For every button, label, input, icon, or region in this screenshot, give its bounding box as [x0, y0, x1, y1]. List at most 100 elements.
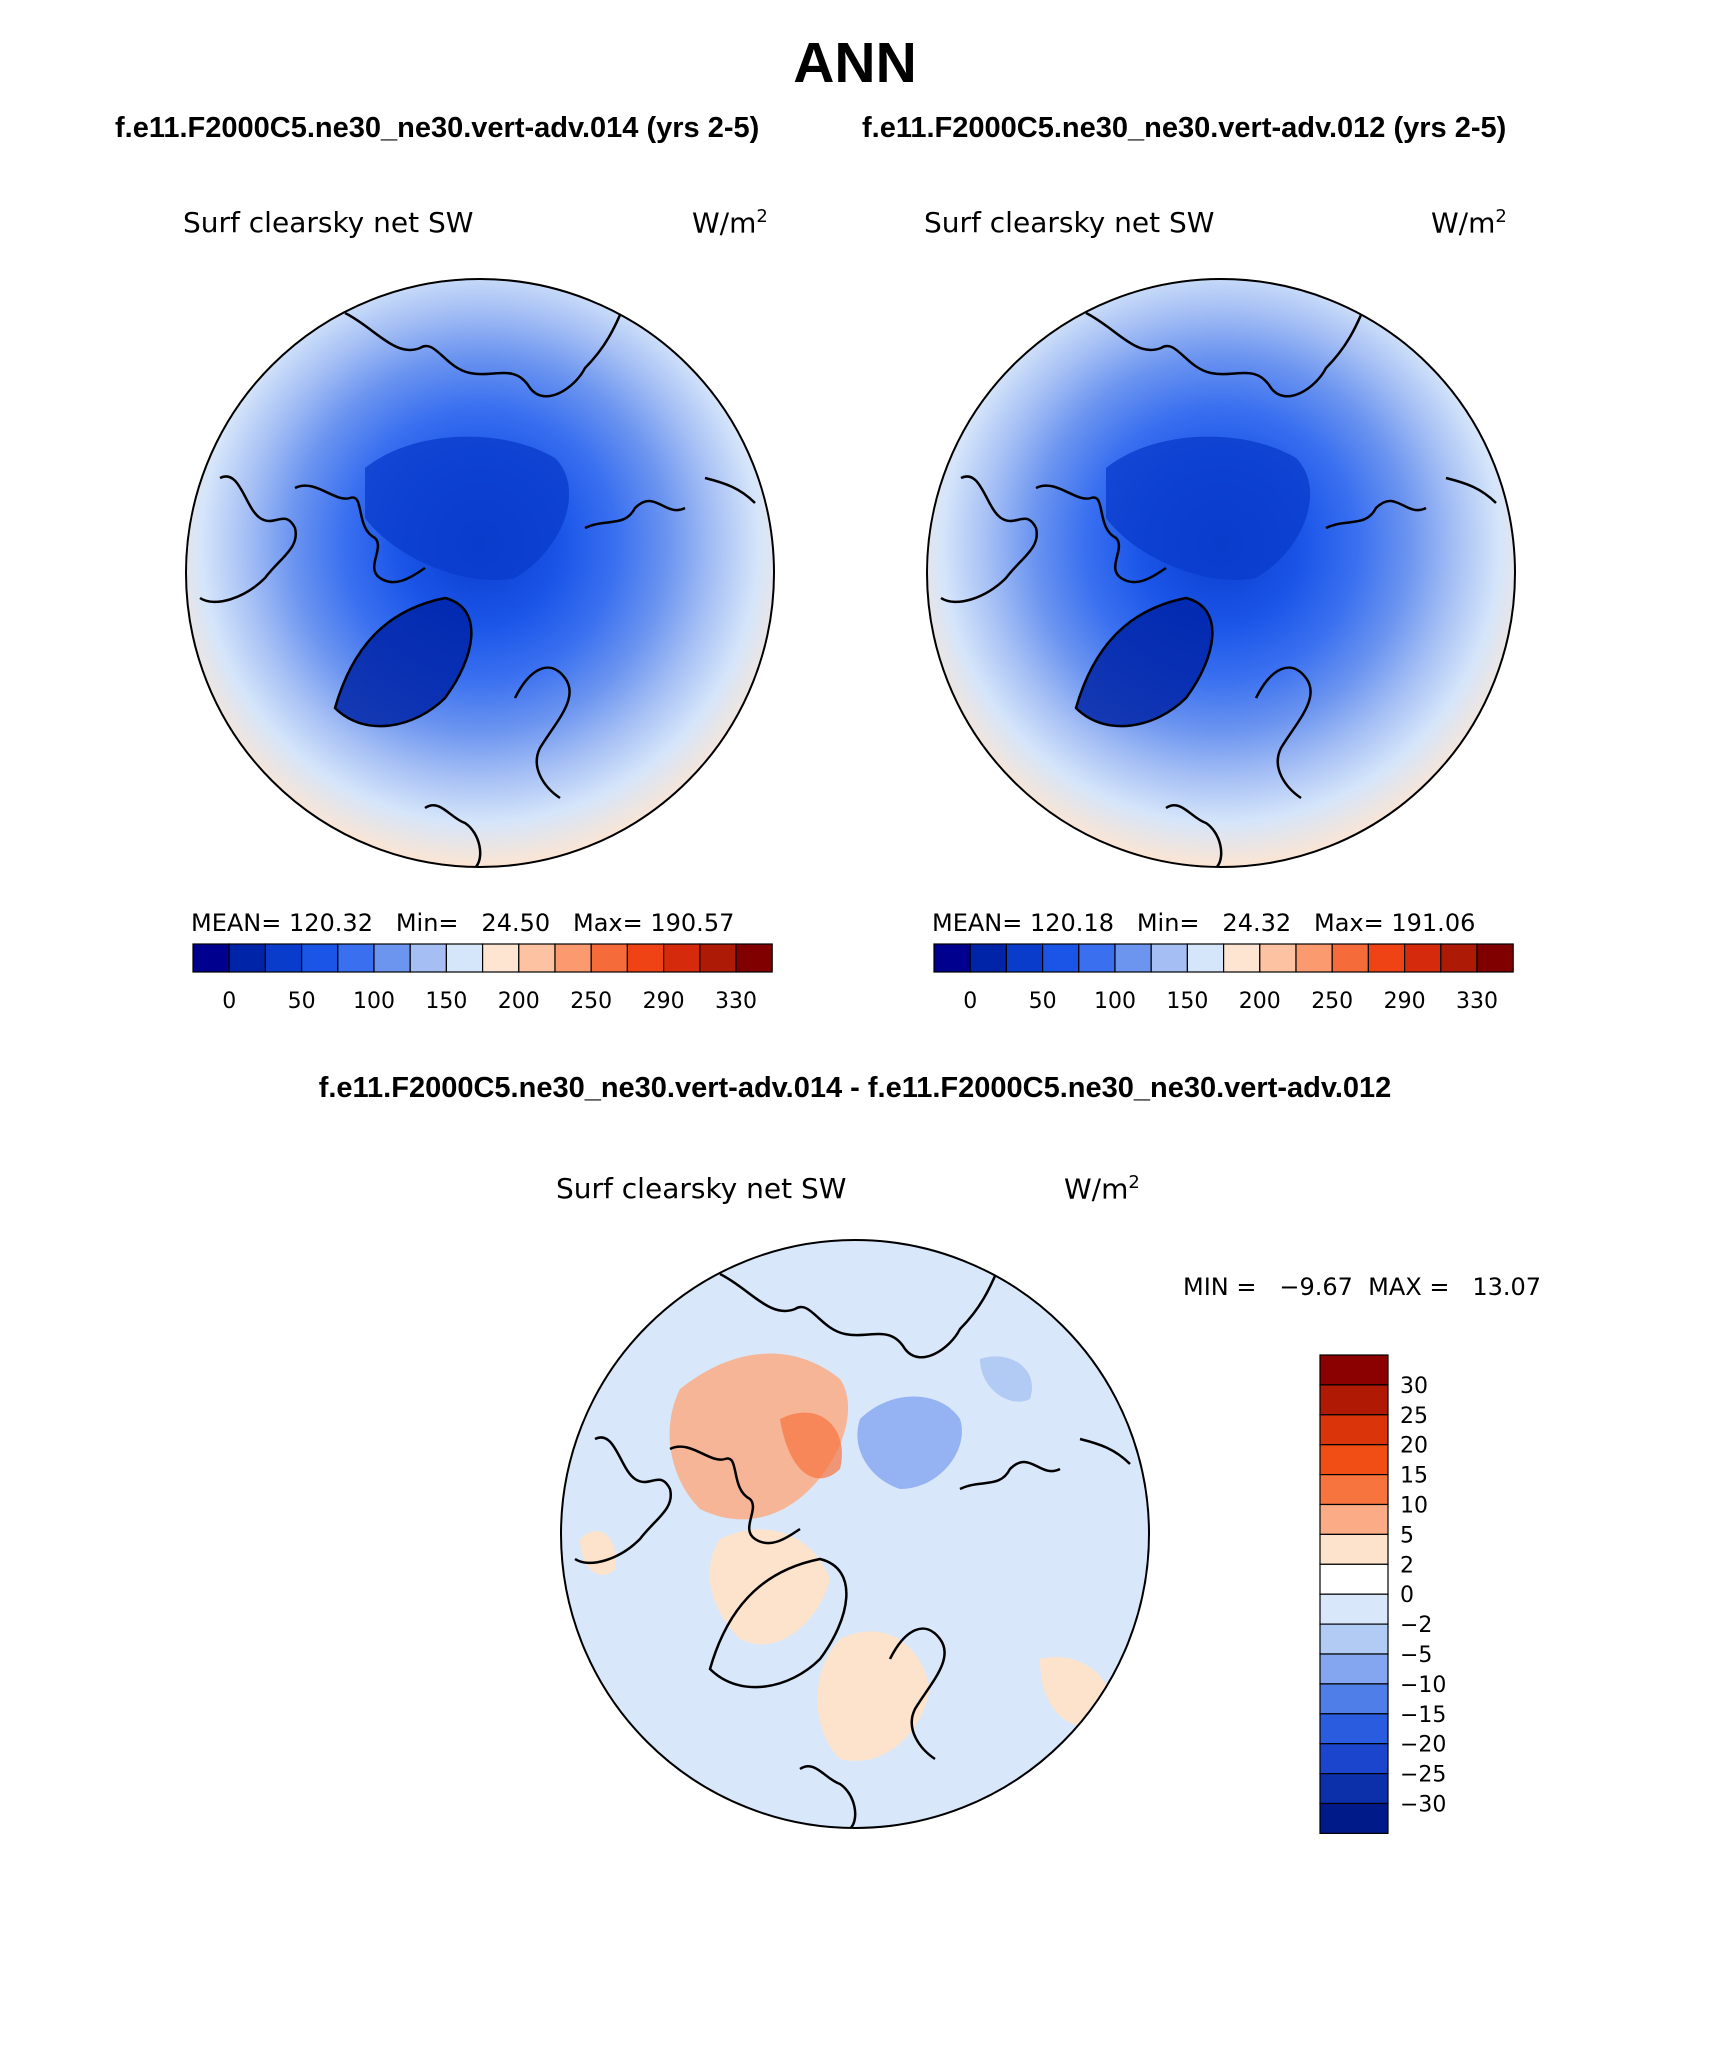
colorbar-swatch [1319, 1653, 1389, 1685]
colorbar-swatch [735, 943, 773, 973]
colorbar-swatch [1319, 1683, 1389, 1715]
colorbar-swatch [1259, 943, 1297, 973]
panel2-stats: MEAN= 120.18 Min= 24.32 Max= 191.06 [932, 909, 1476, 937]
colorbar-tick-label: 150 [1166, 989, 1208, 1014]
colorbar-swatch [1114, 943, 1152, 973]
colorbar-swatch [192, 943, 230, 973]
colorbar-swatch [1440, 943, 1478, 973]
colorbar-swatch [482, 943, 520, 973]
main-title: ANN [793, 31, 917, 95]
colorbar-swatch [518, 943, 556, 973]
colorbar-swatch [590, 943, 629, 973]
colorbar-swatch [1319, 1563, 1389, 1595]
colorbar-tick-label: 330 [715, 989, 757, 1014]
colorbar-tick-label: 50 [288, 989, 316, 1014]
colorbar-tick-label: 250 [570, 989, 612, 1014]
colorbar-swatch [1078, 943, 1116, 973]
colorbar-tick-label: −25 [1400, 1763, 1446, 1788]
colorbar-swatch [1476, 943, 1514, 973]
colorbar-tick-label: −30 [1400, 1793, 1446, 1818]
colorbar-swatch [300, 943, 339, 973]
colorbar-tick-label: 200 [1239, 989, 1281, 1014]
colorbar-swatch [373, 943, 411, 973]
panel2-variable-label: Surf clearsky net SW [924, 206, 1215, 239]
colorbar-tick-label: 150 [425, 989, 467, 1014]
colorbar-tick-label: 290 [643, 989, 685, 1014]
case-title-right: f.e11.F2000C5.ne30_ne30.vert-adv.012 (yr… [862, 112, 1507, 144]
colorbar-tick-label: 30 [1400, 1374, 1428, 1399]
colorbar-tick-label: 15 [1400, 1464, 1428, 1489]
colorbar-swatch [337, 943, 375, 973]
panel1-stats: MEAN= 120.32 Min= 24.50 Max= 190.57 [191, 909, 735, 937]
panel1-units-label: W/m2 [692, 206, 768, 240]
colorbar-swatch [1319, 1623, 1389, 1655]
panel1-polar-map [185, 278, 775, 868]
colorbar-swatch [699, 943, 737, 973]
colorbar-tick-label: 20 [1400, 1434, 1428, 1459]
diff-min-max: MIN = −9.67 MAX = 13.07 [1183, 1273, 1542, 1301]
diff-coastlines [574, 1263, 1131, 1828]
colorbar-swatch [1319, 1503, 1389, 1535]
panel2-coastlines [940, 302, 1497, 867]
colorbar-tick-label: 5 [1400, 1523, 1414, 1548]
colorbar-tick-label: −20 [1400, 1733, 1446, 1758]
colorbar-tick-label: 100 [1094, 989, 1136, 1014]
colorbar-tick-label: 100 [353, 989, 395, 1014]
colorbar-swatch [626, 943, 665, 973]
panel2-polar-map [926, 278, 1516, 868]
difference-polar-map [560, 1239, 1150, 1829]
colorbar-swatch [1319, 1384, 1389, 1416]
colorbar-tick-label: 290 [1384, 989, 1426, 1014]
colorbar-tick-label: −2 [1400, 1613, 1432, 1638]
diff-negative-region [857, 1396, 962, 1489]
colorbar-tick-label: 250 [1311, 989, 1353, 1014]
colorbar-swatch [1319, 1713, 1389, 1745]
diff-units-label: W/m2 [1064, 1172, 1140, 1206]
panel1-coastlines [199, 302, 756, 867]
panel2-units-label: W/m2 [1431, 206, 1507, 240]
colorbar-swatch [1186, 943, 1225, 973]
colorbar-tick-label: −15 [1400, 1703, 1446, 1728]
colorbar-swatch [1319, 1593, 1389, 1625]
colorbar-swatch [409, 943, 447, 973]
greenland-low-value-region [1076, 598, 1213, 727]
colorbar-swatch [445, 943, 484, 973]
colorbar-swatch [1041, 943, 1080, 973]
colorbar-swatch [1319, 1354, 1389, 1386]
colorbar-swatch [969, 943, 1008, 973]
colorbar-swatch [1319, 1802, 1389, 1834]
colorbar-tick-label: 10 [1400, 1494, 1428, 1519]
colorbar-tick-label: 0 [963, 989, 977, 1014]
colorbar-swatch [1404, 943, 1442, 973]
colorbar-tick-label: 0 [1400, 1583, 1414, 1608]
panel1-colorbar: 0 50 100 150 200 250 290 330 [192, 943, 773, 1014]
colorbar-tick-label: −5 [1400, 1643, 1432, 1668]
colorbar-swatch [1319, 1533, 1389, 1565]
colorbar-swatch [1223, 943, 1261, 973]
diff-positive-region [669, 1353, 849, 1520]
colorbar-tick-label: 2 [1400, 1553, 1414, 1578]
colorbar-tick-label: 0 [222, 989, 236, 1014]
colorbar-swatch [1319, 1473, 1389, 1506]
colorbar-swatch [1150, 943, 1188, 973]
colorbar-swatch [1319, 1743, 1389, 1775]
diff-map-border [560, 1239, 1150, 1829]
case-title-left: f.e11.F2000C5.ne30_ne30.vert-adv.014 (yr… [115, 112, 760, 144]
colorbar-swatch [1367, 943, 1406, 973]
colorbar-swatch [554, 943, 592, 973]
greenland-low-value-region [335, 598, 472, 727]
colorbar-tick-label: 50 [1029, 989, 1057, 1014]
colorbar-swatch [228, 943, 267, 973]
panel2-map-border [926, 278, 1516, 868]
colorbar-swatch [1331, 943, 1370, 973]
colorbar-swatch [1319, 1414, 1389, 1446]
colorbar-tick-label: 200 [498, 989, 540, 1014]
colorbar-swatch [1319, 1444, 1389, 1476]
diff-variable-label: Surf clearsky net SW [556, 1172, 847, 1205]
colorbar-swatch [264, 943, 303, 973]
colorbar-swatch [1005, 943, 1044, 973]
difference-title: f.e11.F2000C5.ne30_ne30.vert-adv.014 - f… [318, 1072, 1392, 1104]
colorbar-swatch [1319, 1773, 1389, 1805]
panel1-map-border [185, 278, 775, 868]
